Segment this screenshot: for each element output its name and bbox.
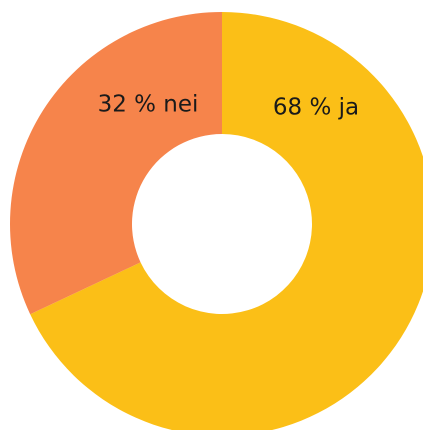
slices [10, 12, 423, 430]
slice [10, 12, 223, 315]
slice-label: 68 % ja [273, 95, 359, 121]
slice-label: 32 % nei [98, 92, 199, 118]
slice [30, 12, 423, 430]
